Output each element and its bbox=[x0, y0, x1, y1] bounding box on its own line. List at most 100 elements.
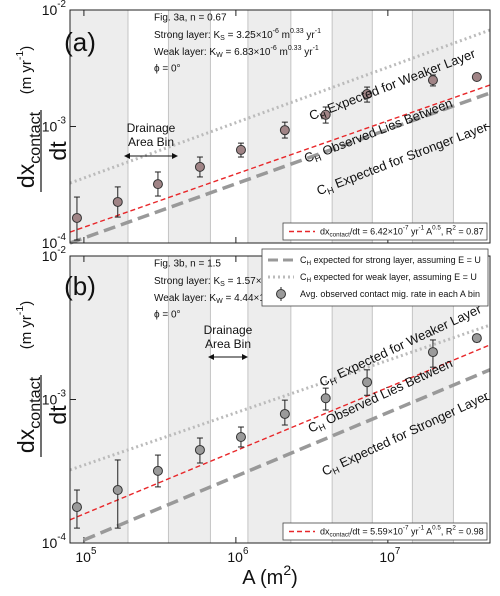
bin-shade bbox=[70, 256, 128, 543]
bin-label: Area Bin bbox=[205, 337, 251, 351]
text-part: (m yr bbox=[18, 315, 35, 349]
legend-label: Avg. observed contact mig. rate in each … bbox=[300, 289, 480, 299]
series-line bbox=[69, 84, 491, 233]
text-part: dx bbox=[320, 227, 330, 237]
text-part: 2 bbox=[452, 225, 456, 232]
text-part: 10 bbox=[42, 392, 58, 408]
text-part: A bbox=[424, 227, 432, 237]
text-part: , R bbox=[441, 527, 453, 537]
y-label-denominator: dt bbox=[45, 405, 71, 425]
y-label-denominator: dt bbox=[45, 141, 71, 161]
panel-label: (b) bbox=[64, 271, 96, 301]
y-label-numerator: dxcontact bbox=[13, 376, 44, 453]
info-text: Strong layer: KS = 3.25×10-6 m0.33 yr-1 bbox=[154, 28, 321, 42]
text-part: 0.5 bbox=[432, 225, 441, 232]
y-tick-label: 10-3 bbox=[42, 116, 67, 135]
y-label-unit: (m yr-1) bbox=[14, 301, 35, 350]
text-part: contact bbox=[330, 532, 351, 539]
info-text: Fig. 3a, n = 0.67 bbox=[154, 13, 227, 24]
text-part: , R bbox=[441, 227, 453, 237]
text-part: C bbox=[300, 272, 307, 282]
bin-label: Area Bin bbox=[128, 135, 174, 149]
text-part: H bbox=[307, 260, 312, 267]
text-part: H bbox=[313, 153, 323, 165]
text-part: dx bbox=[13, 163, 39, 188]
text-part: -6 bbox=[273, 28, 279, 35]
text-part: 7 bbox=[395, 546, 400, 557]
point bbox=[279, 408, 290, 419]
text-part: contact bbox=[26, 376, 44, 428]
bin-shade bbox=[412, 10, 454, 243]
text-part: -1 bbox=[315, 28, 321, 35]
text-part: 10 bbox=[75, 549, 91, 565]
point bbox=[279, 125, 290, 136]
text-part: contact bbox=[26, 111, 44, 163]
x-tick-label: 105 bbox=[75, 546, 97, 565]
point bbox=[112, 485, 123, 496]
panel-label: (a) bbox=[64, 27, 96, 57]
text-part: Strong layer: K bbox=[154, 276, 220, 287]
info-text: Fig. 3b, n = 1.5 bbox=[154, 259, 221, 270]
text-part: 10 bbox=[42, 535, 58, 551]
text-part: -1 bbox=[313, 45, 319, 52]
legend-box bbox=[261, 248, 489, 307]
text-part: ) bbox=[18, 46, 35, 51]
text-part: 6 bbox=[243, 546, 249, 557]
text-part: Strong layer: K bbox=[154, 30, 220, 41]
text-part: Weak layer: K bbox=[154, 293, 216, 304]
text-part: 10 bbox=[227, 549, 243, 565]
legend-box bbox=[282, 522, 488, 541]
legend-label: dxcontact/dt = 6.42×10-7 yr-1 A0.5, R2 =… bbox=[320, 225, 484, 239]
text-part: 10 bbox=[42, 248, 58, 264]
text-part: 0.5 bbox=[432, 525, 441, 532]
point bbox=[71, 502, 82, 513]
text-part: expected for strong layer, assuming E = … bbox=[311, 255, 481, 265]
text-part: S bbox=[220, 281, 225, 288]
point bbox=[112, 196, 123, 207]
point bbox=[471, 72, 482, 83]
text-part: 10 bbox=[42, 119, 58, 135]
point bbox=[427, 75, 438, 86]
text-part: ) bbox=[18, 301, 35, 306]
plot-frame bbox=[69, 9, 491, 244]
x-tick-label: 107 bbox=[379, 546, 400, 565]
text-part: 10 bbox=[42, 235, 58, 251]
text-part: 10 bbox=[379, 549, 395, 565]
point bbox=[362, 89, 373, 100]
text-part: = 3.25×10 bbox=[225, 30, 273, 41]
point bbox=[71, 212, 82, 223]
point bbox=[152, 179, 163, 190]
text-part: W bbox=[216, 298, 223, 305]
y-tick-label: 10-2 bbox=[42, 245, 66, 264]
x-tick-label: 106 bbox=[227, 546, 249, 565]
info-text: ϕ = 0° bbox=[154, 310, 181, 321]
text-part: -1 bbox=[14, 306, 26, 315]
text-part: A bbox=[424, 527, 432, 537]
y-tick-label: 10-2 bbox=[42, 0, 66, 18]
arrow-head bbox=[124, 153, 178, 159]
text-part: = 0.98 bbox=[456, 527, 484, 537]
legend-swatch bbox=[276, 289, 286, 299]
point bbox=[320, 109, 331, 120]
text-part: m bbox=[277, 47, 288, 58]
point bbox=[152, 465, 163, 476]
series-line bbox=[83, 368, 491, 542]
text-part: ) bbox=[291, 567, 298, 589]
y-label-numerator: dxcontact bbox=[13, 111, 44, 188]
x-label: A (m2) bbox=[242, 562, 298, 589]
text-part: 0.33 bbox=[290, 28, 304, 35]
legend-box bbox=[282, 222, 488, 241]
text-part: H bbox=[331, 465, 341, 477]
text-part: -4 bbox=[57, 532, 66, 543]
text-part: dx bbox=[320, 527, 330, 537]
text-part: -1 bbox=[418, 525, 424, 532]
text-part: 10 bbox=[42, 2, 58, 18]
point bbox=[235, 431, 246, 442]
point bbox=[362, 377, 373, 388]
text-part: -2 bbox=[57, 245, 66, 256]
text-part: H bbox=[328, 376, 338, 388]
text-part: A (m bbox=[242, 567, 283, 589]
y-tick-label: 10-4 bbox=[42, 532, 67, 551]
text-part: contact bbox=[330, 232, 351, 239]
